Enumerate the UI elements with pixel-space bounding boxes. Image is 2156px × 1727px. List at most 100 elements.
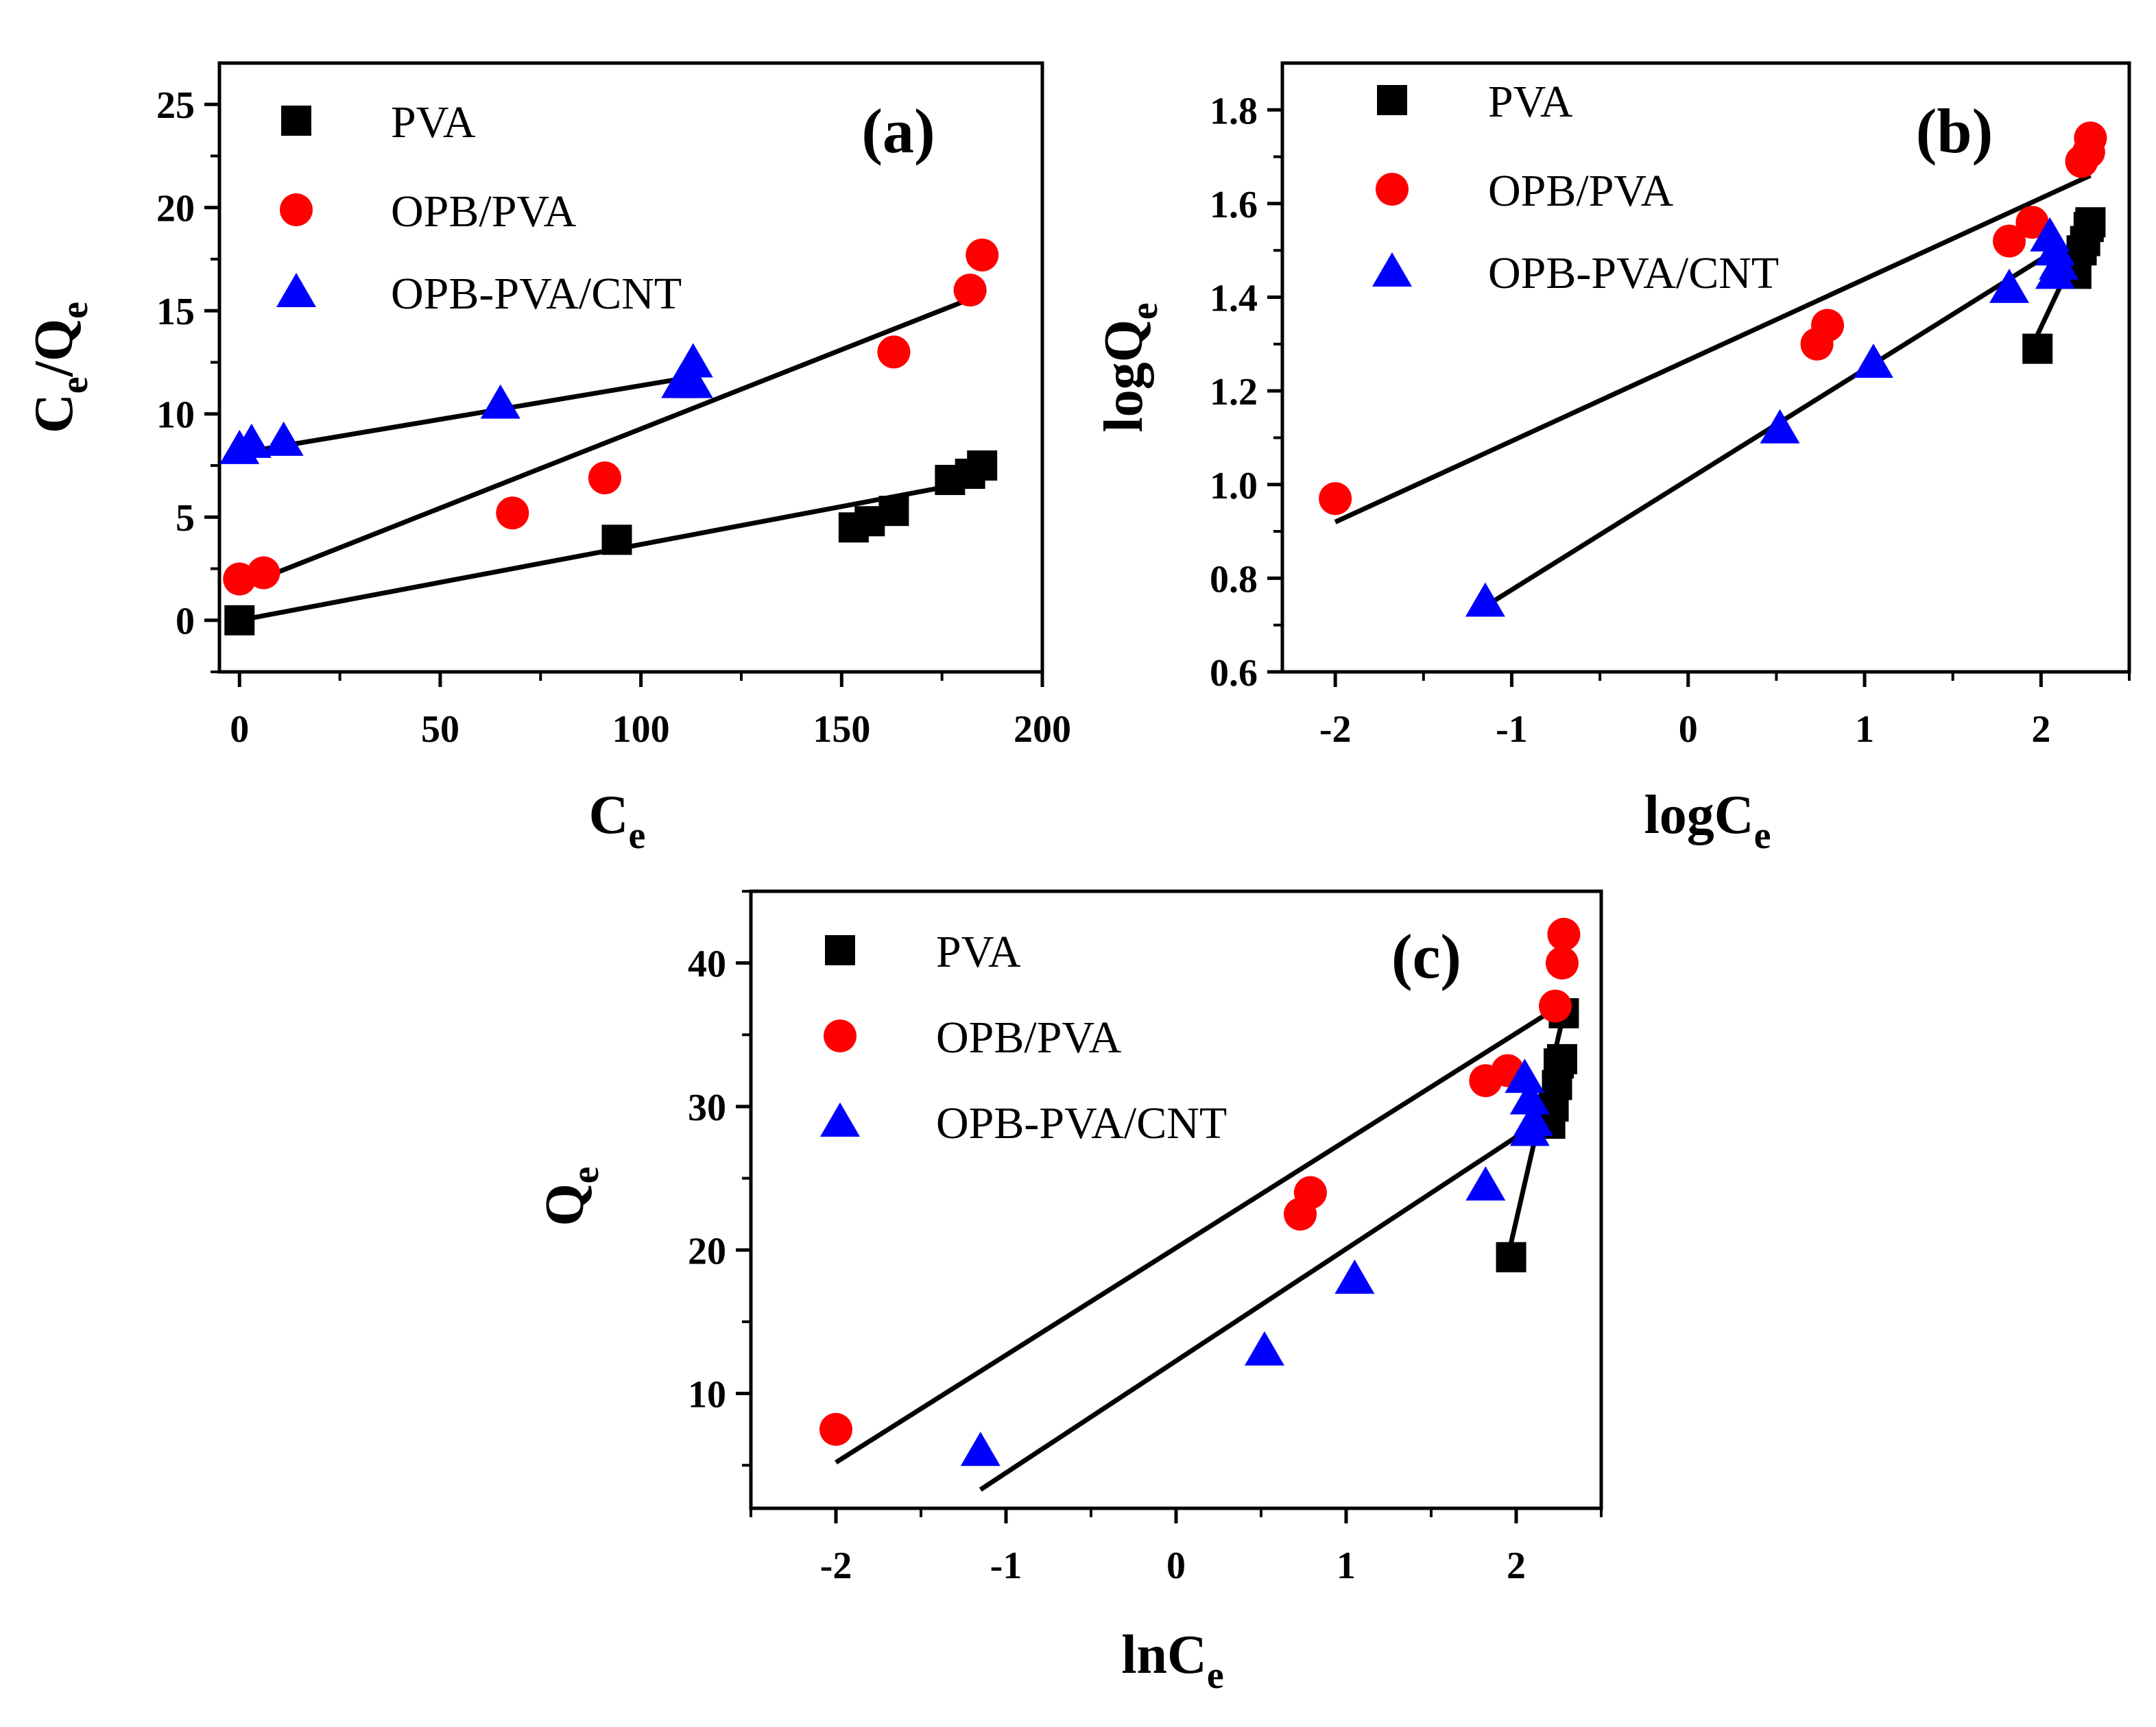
data-point-opb-pva-cnt <box>1509 1080 1550 1115</box>
data-point-opb-pva-cnt <box>1509 1111 1550 1146</box>
panel-a: 0 50 100 150 200 0 5 10 15 20 25 PVA OPB/PVA OPB-PVA/… <box>24 61 1071 857</box>
data-point-opb-pva-cnt <box>1334 1259 1375 1294</box>
data-point-opb-pva-cnt <box>480 384 520 419</box>
x-tick-label: 0 <box>230 708 249 751</box>
legend-marker-opb-pva-cnt <box>820 1102 860 1137</box>
plot-frame <box>1280 61 2131 674</box>
data-point-opb-pva-cnt <box>1989 268 2030 303</box>
panel-c: -2 -1 0 1 2 10 20 30 40 PVA OPB/PVA OPB-PVA/CNT (c) l… <box>535 889 1603 1697</box>
data-point-opb-pva-cnt <box>1760 409 1800 444</box>
x-tick-label: -1 <box>990 1545 1022 1587</box>
legend-marker-pva <box>825 935 855 965</box>
legend-marker-opb-pva <box>1376 173 1409 206</box>
x-tick-label: 100 <box>612 708 670 751</box>
data-point-pva <box>967 450 998 481</box>
y-tick-label: 5 <box>176 497 195 540</box>
fit-line-opb-pva <box>1334 173 2092 524</box>
y-tick-label: 0.6 <box>1210 652 1258 695</box>
panel-b: -2 -1 0 1 2 0.6 0.8 1.0 1.2 1.4 1.6 1.8 PVA OPB/PVA OP… <box>1094 61 2131 857</box>
legend-label-opb-pva: OPB/PVA <box>1488 166 1674 216</box>
data-point-opb-pva <box>2015 206 2049 239</box>
x-tick-label: 150 <box>813 708 870 751</box>
legend-label-opb-pva: OPB/PVA <box>936 1013 1122 1063</box>
data-point-opb-pva <box>877 335 911 369</box>
x-tick-label: 0 <box>1166 1545 1186 1587</box>
data-point-opb-pva-cnt <box>1244 1331 1284 1366</box>
x-tick-label: 2 <box>1507 1545 1526 1587</box>
x-tick-label: 2 <box>2031 708 2050 751</box>
x-tick-label: 1 <box>1337 1545 1356 1587</box>
x-axis-label: Ce <box>589 785 646 857</box>
data-point-pva <box>878 496 909 527</box>
y-tick-label: 30 <box>688 1087 726 1129</box>
legend-label-pva: PVA <box>1488 77 1573 127</box>
data-point-opb-pva <box>2074 121 2107 155</box>
data-point-opb-pva <box>966 238 999 271</box>
data-point-opb-pva <box>1539 989 1572 1023</box>
data-point-pva <box>224 605 255 636</box>
data-point-opb-pva <box>1545 946 1579 980</box>
y-tick-label: 20 <box>688 1230 726 1272</box>
data-point-opb-pva <box>1293 1176 1327 1209</box>
fit-line-opb-pva-cnt <box>979 1126 1531 1492</box>
x-tick-label: 1 <box>1855 708 1874 751</box>
panel-label: (c) <box>1391 921 1461 991</box>
data-point-opb-pva <box>496 496 529 530</box>
y-axis-label: logQe <box>1094 302 1166 432</box>
x-tick-label: -2 <box>1319 708 1352 751</box>
data-point-opb-pva <box>1547 917 1581 951</box>
legend-label-opb-pva-cnt: OPB-PVA/CNT <box>936 1098 1227 1148</box>
data-point-opb-pva <box>1811 309 1845 342</box>
data-point-opb-pva <box>1319 482 1352 516</box>
y-axis-label: Qe <box>535 1166 607 1226</box>
y-tick-label: 1.4 <box>1210 278 1258 320</box>
y-tick-label: 0.8 <box>1210 558 1258 601</box>
y-tick-label: 1.0 <box>1210 465 1258 507</box>
x-tick-label: -1 <box>1496 708 1528 751</box>
x-tick-label: 200 <box>1014 708 1071 751</box>
y-tick-label: 25 <box>156 84 195 127</box>
data-point-opb-pva-cnt <box>263 421 304 456</box>
panel-label: (b) <box>1916 96 1993 166</box>
y-tick-label: 20 <box>156 188 195 230</box>
x-axis-label: logCe <box>1644 785 1771 857</box>
legend-label-opb-pva-cnt: OPB-PVA/CNT <box>391 269 682 319</box>
y-tick-label: 10 <box>688 1374 726 1416</box>
plot-frame <box>217 61 1044 674</box>
data-point-opb-pva <box>247 556 280 590</box>
y-tick-label: 0 <box>176 601 195 643</box>
fit-line-opb-pva <box>835 1001 1566 1464</box>
data-point-opb-pva <box>819 1412 852 1446</box>
data-point-opb-pva <box>1993 224 2026 258</box>
y-tick-label: 1.8 <box>1210 90 1258 132</box>
y-tick-label: 1.6 <box>1210 184 1258 226</box>
x-tick-label: -2 <box>820 1545 852 1587</box>
data-point-pva <box>2022 333 2053 364</box>
data-point-opb-pva <box>588 461 621 495</box>
data-point-opb-pva-cnt <box>1853 343 1893 378</box>
data-point-opb-pva-cnt <box>673 363 713 398</box>
data-point-opb-pva-cnt <box>1505 1059 1545 1094</box>
y-tick-label: 10 <box>156 394 195 437</box>
y-tick-label: 40 <box>688 943 726 986</box>
data-point-opb-pva-cnt <box>1465 1166 1506 1201</box>
legend-marker-opb-pva <box>824 1019 857 1052</box>
legend-label-pva: PVA <box>936 927 1021 977</box>
data-point-pva <box>1496 1242 1526 1272</box>
x-tick-label: 0 <box>1679 708 1698 751</box>
data-point-opb-pva-cnt <box>2035 254 2075 289</box>
legend-marker-pva <box>1377 85 1407 115</box>
data-point-pva <box>2075 207 2106 238</box>
data-point-opb-pva <box>953 274 987 307</box>
panel-label: (a) <box>861 96 935 166</box>
y-tick-label: 1.2 <box>1210 371 1258 413</box>
legend-label-pva: PVA <box>391 97 476 147</box>
legend-marker-pva <box>281 106 311 136</box>
legend-marker-opb-pva-cnt <box>276 273 316 307</box>
data-point-opb-pva-cnt <box>673 343 713 378</box>
fit-line-opb-pva-cnt <box>239 374 694 456</box>
data-point-pva <box>1546 1043 1577 1074</box>
data-point-pva <box>601 524 632 555</box>
